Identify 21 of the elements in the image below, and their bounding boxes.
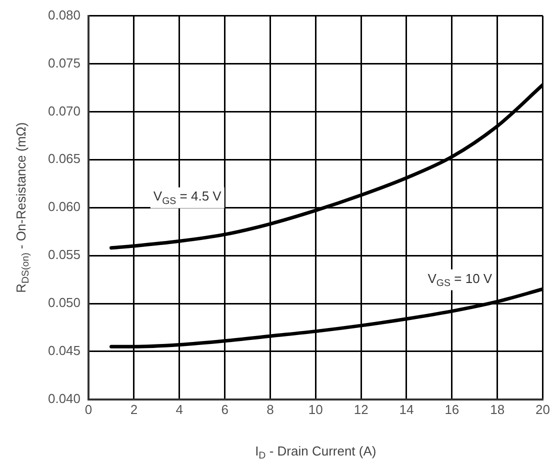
x-tick-label: 20: [536, 402, 550, 417]
y-axis-title: RDS(on) - On-Resistance (mΩ): [14, 122, 32, 293]
y-tick-label: 0.055: [48, 247, 81, 262]
x-tick-label: 10: [308, 402, 323, 417]
x-tick-label: 0: [84, 402, 92, 417]
y-tick-label: 0.065: [48, 151, 81, 166]
x-tick-label: 2: [130, 402, 138, 417]
x-tick-label: 4: [176, 402, 183, 417]
x-tick-label: 12: [354, 402, 368, 417]
y-tick-label: 0.045: [48, 343, 81, 358]
y-tick-label: 0.080: [48, 7, 81, 22]
x-tick-label: 14: [399, 402, 414, 417]
x-tick-label: 16: [444, 402, 460, 417]
y-tick-label: 0.050: [48, 295, 81, 310]
y-tick-label: 0.060: [48, 199, 81, 214]
y-tick-label: 0.070: [48, 103, 81, 118]
x-tick-label: 18: [490, 402, 505, 417]
x-tick-label: 8: [266, 402, 274, 417]
y-tick-label: 0.040: [48, 390, 81, 406]
x-tick-label: 6: [221, 402, 228, 417]
y-tick-label: 0.075: [48, 55, 81, 70]
